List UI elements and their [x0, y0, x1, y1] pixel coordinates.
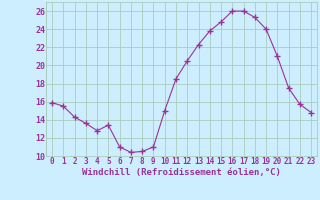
- X-axis label: Windchill (Refroidissement éolien,°C): Windchill (Refroidissement éolien,°C): [82, 168, 281, 177]
